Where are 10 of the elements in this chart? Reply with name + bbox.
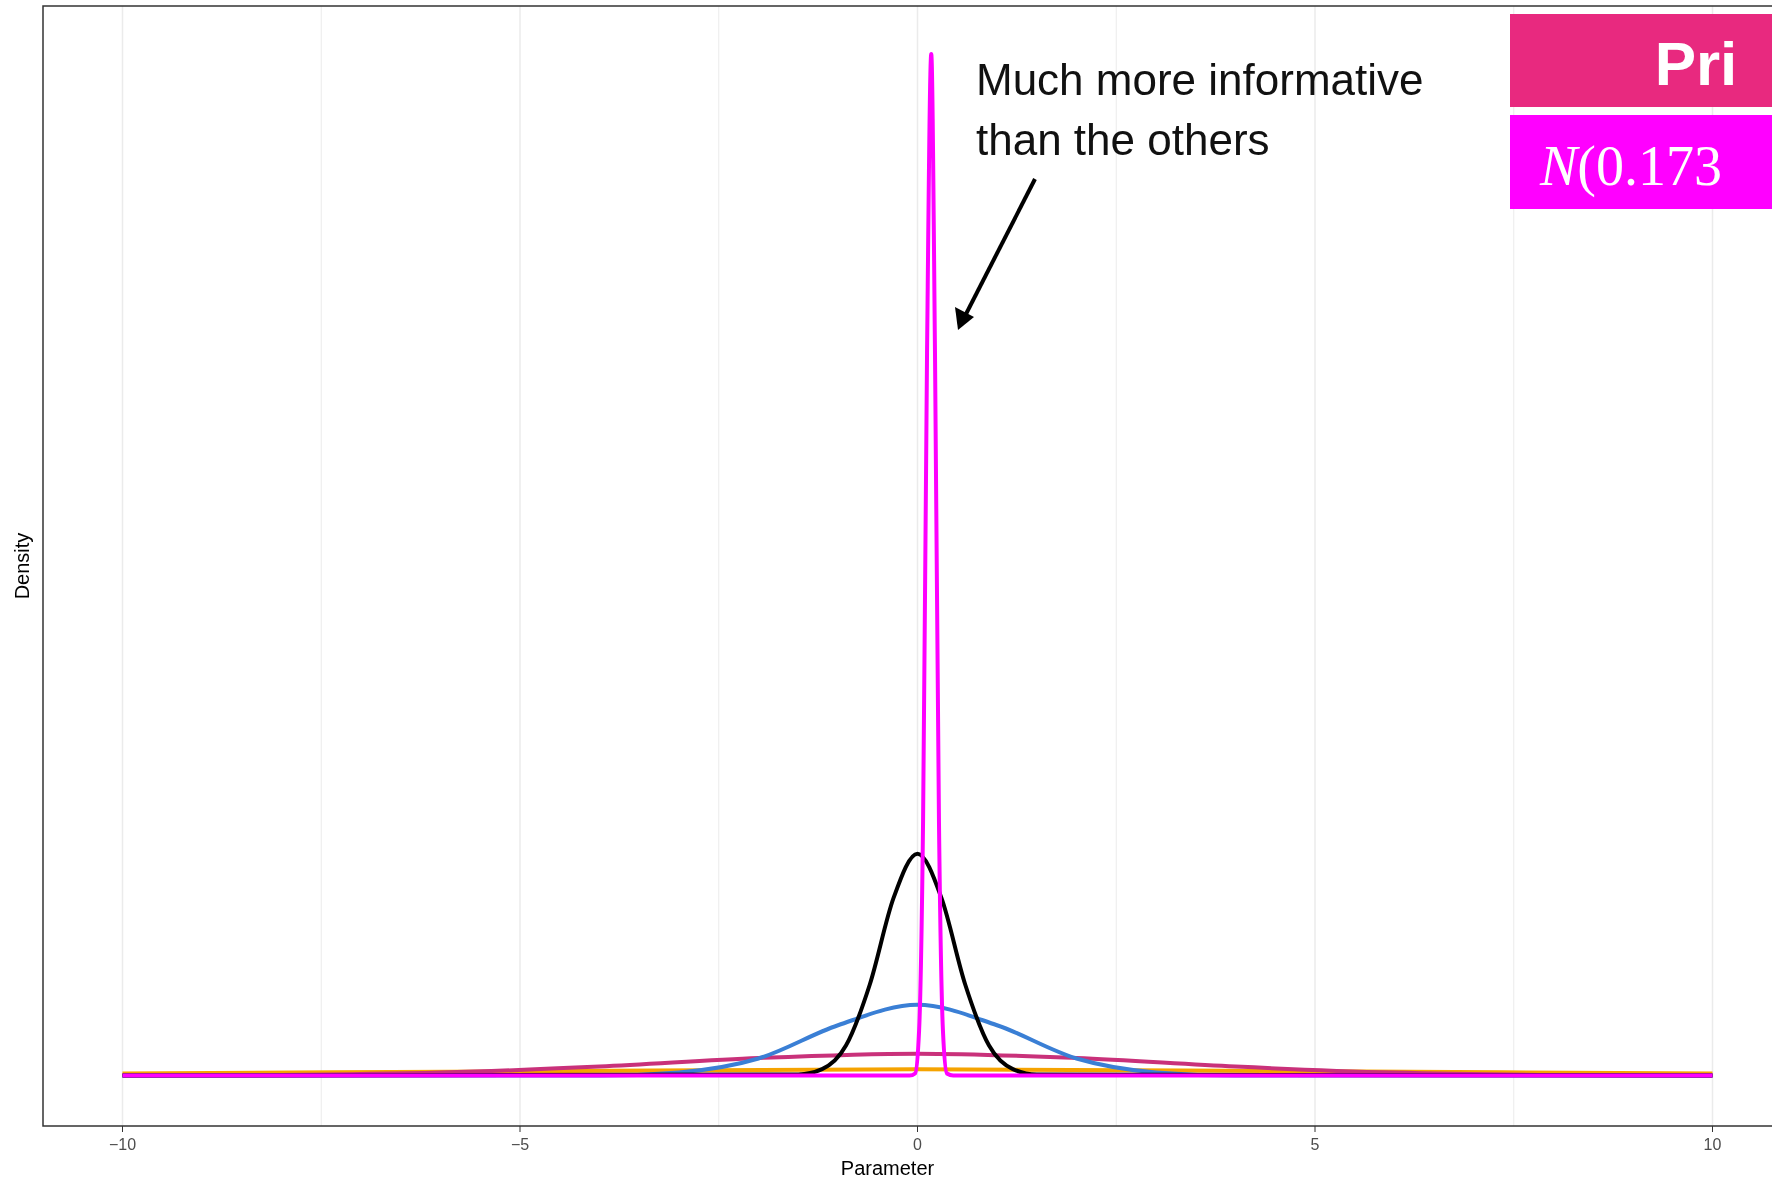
x-axis-title: Parameter (840, 1157, 935, 1179)
y-axis-title: Density (11, 532, 33, 600)
x-tick-label: −5 (510, 1136, 530, 1153)
annotation: N(0.173 (1539, 135, 1723, 198)
annotation: Pri (1654, 29, 1738, 98)
x-tick-label: 0 (913, 1136, 923, 1153)
x-tick-label: 10 (1703, 1136, 1722, 1153)
x-tick-label: 5 (1310, 1136, 1320, 1153)
x-tick-label: −10 (108, 1136, 137, 1153)
annotation: Much more informative than the others (976, 55, 1424, 164)
